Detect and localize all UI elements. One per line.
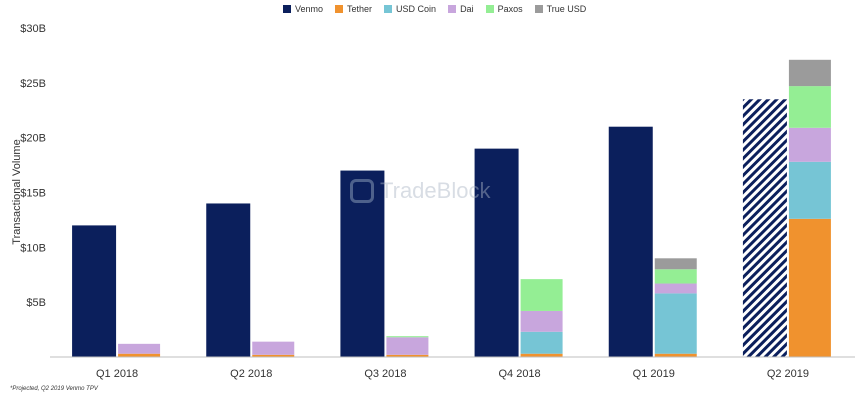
legend-swatch	[384, 5, 393, 13]
legend-label: USD Coin	[396, 4, 437, 14]
bar-segment-true-usd	[788, 59, 831, 87]
legend-swatch	[534, 5, 543, 13]
legend-swatch	[485, 5, 494, 13]
bar-segment-dai	[118, 343, 161, 354]
legend-swatch	[448, 5, 457, 13]
bar-segment-paxos	[520, 279, 563, 311]
y-tick-label: $25B	[20, 78, 46, 90]
y-axis-label: Transactional Volume	[11, 139, 23, 244]
bar-segment-dai	[654, 283, 697, 294]
legend-item: Tether	[335, 4, 372, 14]
bar-segment-tether	[788, 218, 831, 357]
bar-segment-paxos	[788, 86, 831, 128]
legend-item: USD Coin	[384, 4, 436, 14]
x-tick-label: Q1 2018	[96, 368, 138, 380]
x-axis-ticks: Q1 2018 Q2 2018 Q3 2018 Q4 2018 Q1 2019 Q2 20…	[96, 368, 809, 380]
bar-venmo	[206, 203, 251, 357]
bar-venmo	[340, 170, 385, 357]
bar-venmo	[474, 148, 519, 357]
footnote: *Projected, Q2 2019 Venmo TPV	[10, 386, 98, 392]
bar-segment-paxos	[386, 336, 429, 338]
legend-item: Dai	[448, 4, 474, 14]
bar-segment-tether	[386, 354, 429, 357]
legend-item: Paxos	[485, 4, 523, 14]
bar-segment-tether	[520, 353, 563, 357]
x-tick-label: Q4 2018	[498, 368, 540, 380]
x-tick-label: Q2 2018	[230, 368, 272, 380]
legend: Venmo Tether USD Coin Dai Paxos True USD	[283, 4, 586, 14]
bar-segment-dai	[252, 341, 295, 355]
x-tick-label: Q3 2018	[364, 368, 406, 380]
watermark-text: TradeBlock	[380, 178, 491, 203]
watermark: TradeBlock	[350, 178, 490, 204]
bar-segment-usd-coin	[520, 331, 563, 354]
y-tick-label: $15B	[20, 188, 46, 200]
bar-segment-true-usd	[654, 258, 697, 270]
legend-item: True USD	[534, 4, 587, 14]
x-tick-label: Q2 2019	[767, 368, 809, 380]
bar-segment-tether	[654, 353, 697, 357]
legend-label: Tether	[347, 4, 373, 14]
y-tick-label: $5B	[26, 297, 46, 309]
legend-item: Venmo	[283, 4, 323, 14]
bar-segment-paxos	[654, 269, 697, 284]
y-tick-label: $10B	[20, 242, 46, 254]
bar-segment-dai	[788, 127, 831, 162]
legend-swatch	[335, 5, 344, 13]
y-axis-ticks: $30B $25B $20B $15B $10B $5B	[20, 23, 46, 309]
bar-venmo	[608, 126, 653, 357]
bar-segment-dai	[520, 310, 563, 332]
bar-venmo	[742, 99, 787, 358]
bar-segment-tether	[118, 353, 161, 357]
legend-swatch	[283, 5, 291, 13]
bar-segment-usd-coin	[788, 161, 831, 219]
tradeblock-logo-icon	[350, 179, 374, 203]
y-tick-label: $20B	[20, 133, 46, 145]
legend-label: Dai	[460, 4, 474, 14]
bars	[72, 59, 831, 358]
legend-label: Venmo	[295, 4, 324, 14]
legend-label: Paxos	[497, 4, 523, 14]
bar-segment-dai	[386, 337, 429, 355]
legend-label: True USD	[546, 4, 587, 14]
bar-venmo	[72, 225, 117, 357]
bar-segment-usd-coin	[654, 293, 697, 354]
x-tick-label: Q1 2019	[633, 368, 675, 380]
bar-segment-tether	[252, 354, 295, 357]
y-tick-label: $30B	[20, 23, 46, 35]
